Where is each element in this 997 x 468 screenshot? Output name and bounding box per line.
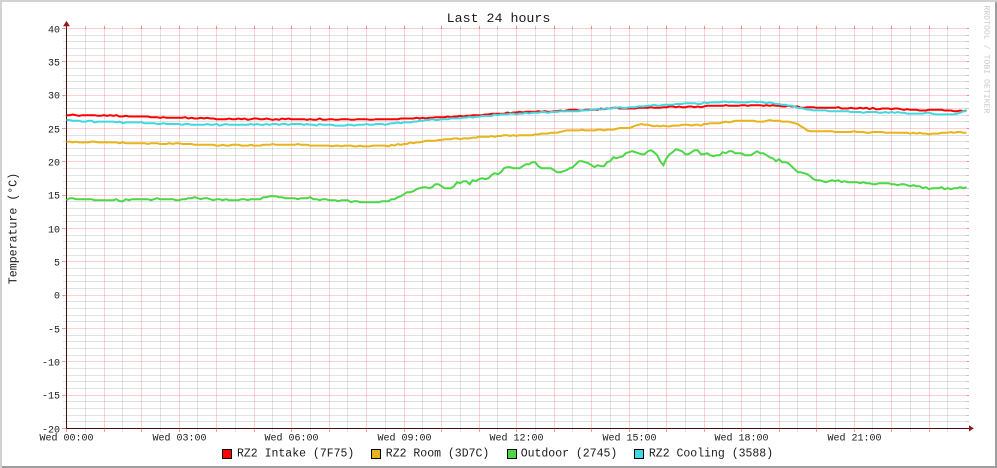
svg-text:RZ2 Intake (7F75): RZ2 Intake (7F75) <box>237 448 354 461</box>
svg-text:Wed 18:00: Wed 18:00 <box>714 433 768 445</box>
svg-text:0: 0 <box>54 292 60 303</box>
svg-text:15: 15 <box>48 192 60 203</box>
svg-text:Temperature (°C): Temperature (°C) <box>8 173 21 284</box>
svg-text:Wed 03:00: Wed 03:00 <box>152 433 206 445</box>
svg-text:Wed 06:00: Wed 06:00 <box>264 433 318 445</box>
svg-text:Last 24 hours: Last 24 hours <box>447 11 551 26</box>
svg-text:-20: -20 <box>42 426 60 437</box>
svg-text:Wed 00:00: Wed 00:00 <box>39 433 93 445</box>
svg-text:Wed 21:00: Wed 21:00 <box>827 433 881 445</box>
svg-text:-5: -5 <box>48 326 60 337</box>
svg-text:RZ2 Cooling (3588): RZ2 Cooling (3588) <box>649 448 773 461</box>
svg-text:35: 35 <box>48 59 60 70</box>
svg-text:40: 40 <box>48 26 60 37</box>
svg-text:RRDTOOL / TOBI OETIKER: RRDTOOL / TOBI OETIKER <box>981 5 991 113</box>
svg-text:30: 30 <box>48 92 60 103</box>
svg-text:Wed 15:00: Wed 15:00 <box>602 433 656 445</box>
svg-text:-10: -10 <box>42 359 60 370</box>
svg-text:-15: -15 <box>42 392 60 403</box>
svg-text:25: 25 <box>48 126 60 137</box>
svg-text:5: 5 <box>54 259 60 270</box>
svg-text:20: 20 <box>48 159 60 170</box>
svg-text:10: 10 <box>48 226 60 237</box>
svg-text:Wed 09:00: Wed 09:00 <box>377 433 431 445</box>
svg-text:Outdoor (2745): Outdoor (2745) <box>521 448 618 461</box>
svg-text:Wed 12:00: Wed 12:00 <box>489 433 543 445</box>
svg-text:RZ2 Room (3D7C): RZ2 Room (3D7C) <box>386 448 490 461</box>
